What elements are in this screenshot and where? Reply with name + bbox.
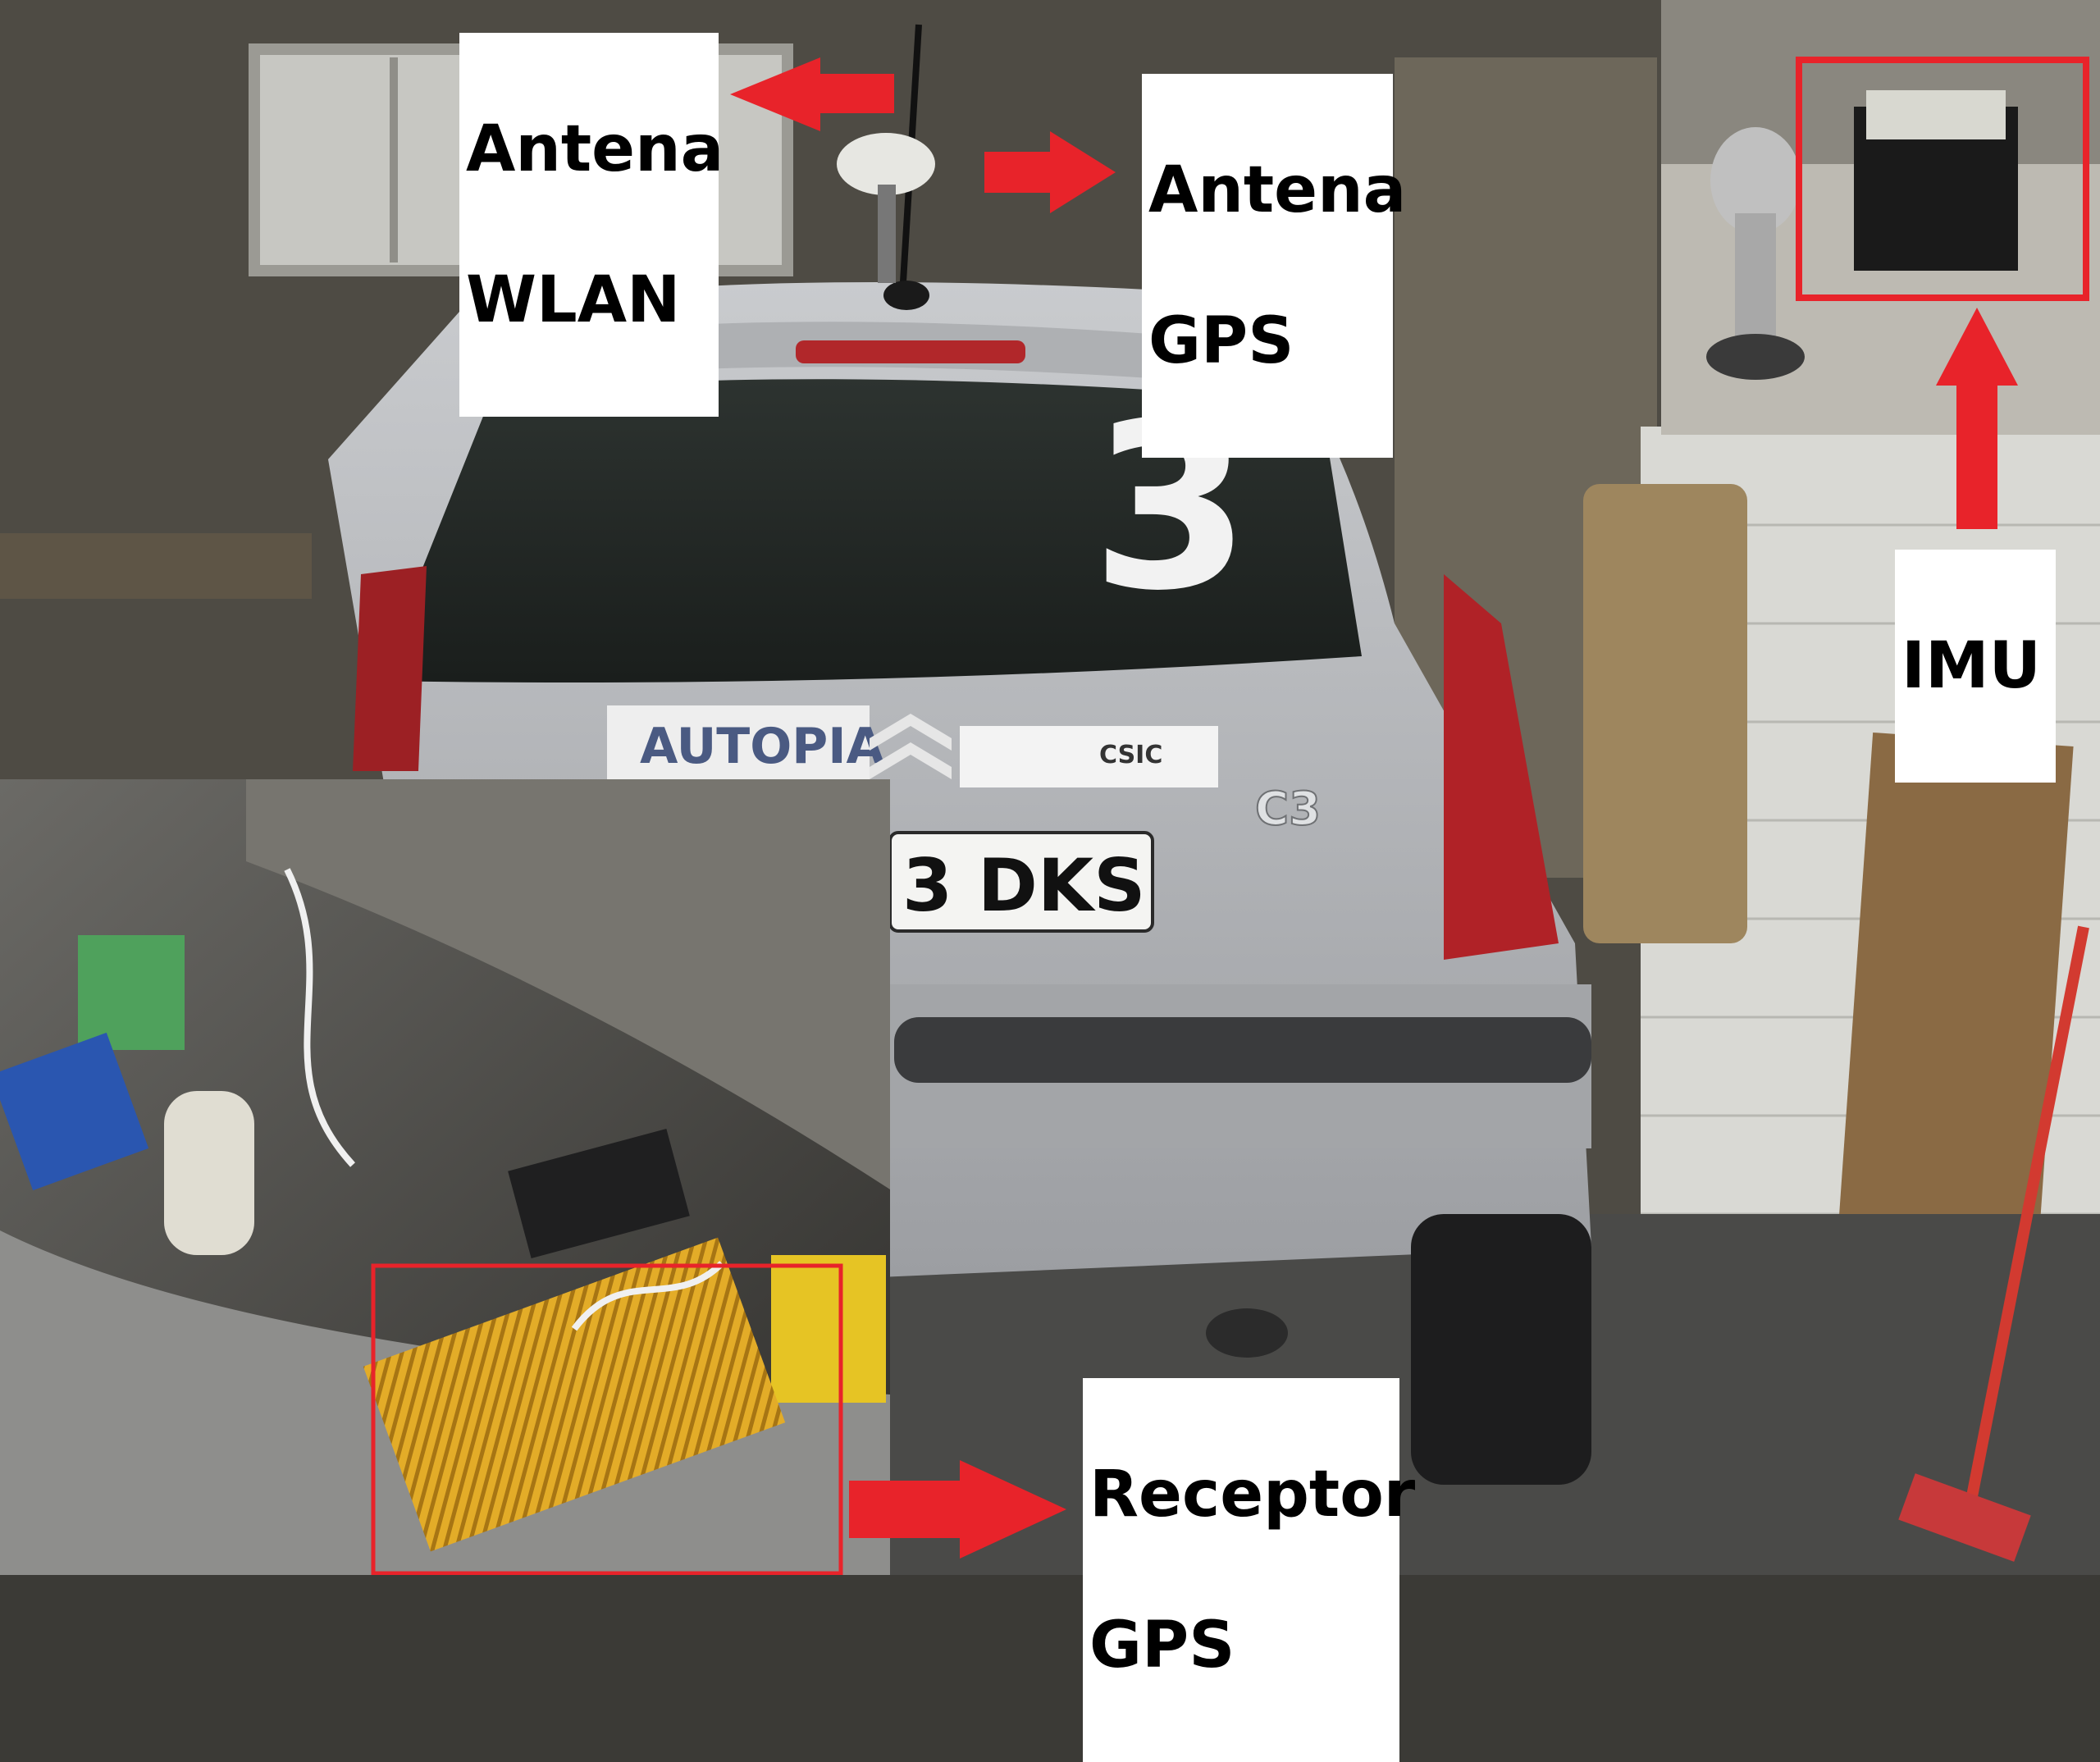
photo-scene: 3 DKS 3 C3 AUTOPIA CSIC: [0, 0, 2100, 1575]
arrow-to-wlan-antenna: [730, 57, 894, 131]
right-taillight: [1444, 574, 1559, 960]
cylinder: [164, 1091, 254, 1255]
workbench: [0, 533, 312, 599]
label-gps-antenna-line2: GPS: [1148, 304, 1294, 378]
brand-chevrons: [870, 714, 952, 779]
gear-knob: [1710, 127, 1801, 234]
broom-handle: [1959, 925, 2089, 1536]
imu-highlight-box: [1796, 57, 2089, 301]
label-imu-line1: IMU: [1901, 629, 2041, 703]
label-imu: IMU: [1895, 550, 2056, 783]
label-antena-wlan: Antena WLAN: [459, 33, 724, 417]
label-receptor-gps: Receptor GPS: [1083, 1378, 1416, 1762]
label-receiver-line2: GPS: [1089, 1609, 1235, 1682]
rolled-mat: [1583, 484, 1747, 943]
csic-sticker-text: CSIC: [1099, 741, 1162, 769]
trunk-inset: [0, 779, 890, 1575]
green-relay: [78, 935, 185, 1050]
hub-box: [508, 1128, 690, 1259]
label-gps-antenna-line1: Antena: [1148, 153, 1407, 227]
arrow-from-gps-receiver: [849, 1460, 1066, 1559]
exhaust: [1206, 1308, 1288, 1358]
wlan-antenna-base: [883, 281, 929, 310]
arrow-to-imu: [1936, 308, 2018, 529]
brake-light: [796, 340, 1025, 363]
label-antena-gps: Antena GPS: [1142, 74, 1407, 458]
autopia-sticker-text: AUTOPIA: [640, 718, 885, 775]
left-taillight: [353, 566, 427, 771]
label-wlan-line1: Antena: [466, 112, 724, 186]
receiver-highlight-box: [371, 1263, 843, 1575]
gps-receiver-box: [363, 1237, 786, 1552]
blue-terminal: [0, 1032, 149, 1191]
license-plate-text: 3 DKS: [902, 843, 1145, 928]
imu-inset: [1661, 0, 2100, 435]
label-wlan-line2: WLAN: [466, 263, 681, 337]
rear-window: [377, 379, 1362, 682]
arrow-to-gps-antenna: [984, 131, 1116, 213]
yellow-box: [771, 1255, 886, 1403]
label-receiver-line1: Receptor: [1089, 1458, 1416, 1531]
autopia-sticker: [607, 705, 870, 779]
csic-sticker: [960, 726, 1218, 787]
gps-antenna-dome: [837, 133, 935, 195]
model-badge: C3: [1255, 783, 1321, 836]
car: 3 DKS 3 C3 AUTOPIA CSIC: [328, 282, 1591, 1485]
tire: [1411, 1214, 1591, 1485]
